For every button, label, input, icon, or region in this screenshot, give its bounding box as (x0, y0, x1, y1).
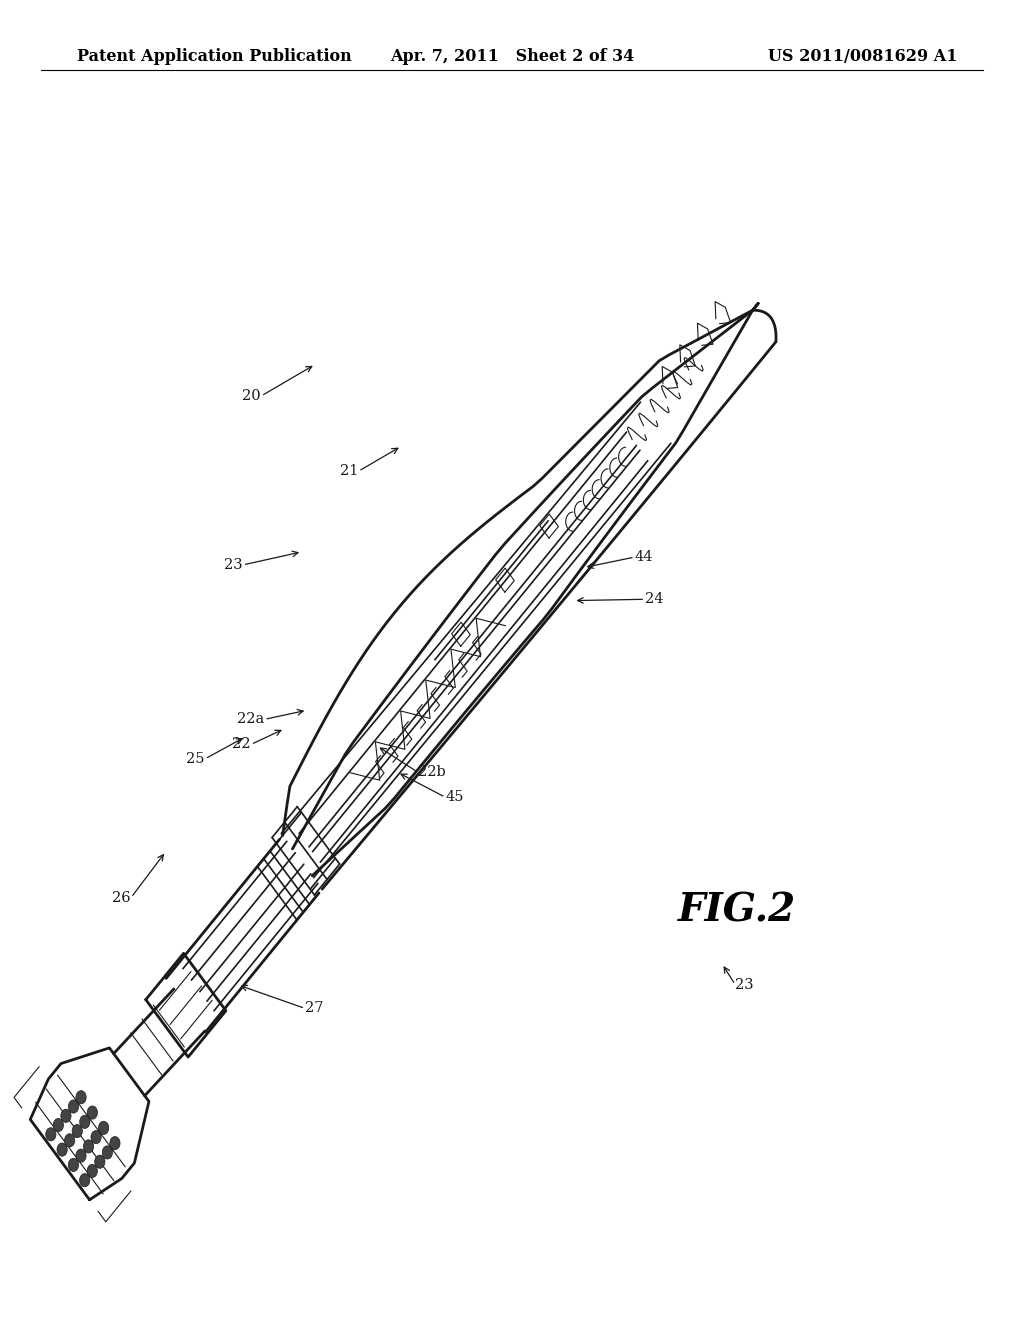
Text: 23: 23 (224, 558, 243, 572)
Text: 22: 22 (232, 738, 251, 751)
Circle shape (91, 1130, 101, 1143)
Text: 22a: 22a (237, 713, 264, 726)
Circle shape (94, 1155, 104, 1168)
Circle shape (98, 1121, 109, 1134)
Circle shape (72, 1125, 82, 1138)
Text: 27: 27 (305, 1002, 324, 1015)
Text: 24: 24 (645, 593, 664, 606)
Circle shape (76, 1090, 86, 1104)
Text: 45: 45 (445, 791, 464, 804)
Text: 25: 25 (186, 752, 205, 766)
Text: 21: 21 (340, 465, 358, 478)
Circle shape (46, 1127, 56, 1140)
Text: 23: 23 (735, 978, 754, 991)
Circle shape (69, 1159, 79, 1172)
Circle shape (65, 1134, 75, 1147)
Text: US 2011/0081629 A1: US 2011/0081629 A1 (768, 49, 957, 65)
Text: 44: 44 (635, 550, 653, 564)
Text: 26: 26 (113, 891, 131, 904)
Circle shape (110, 1137, 120, 1150)
Circle shape (87, 1164, 97, 1177)
Circle shape (76, 1148, 86, 1162)
Text: 20: 20 (243, 389, 261, 403)
Circle shape (53, 1118, 63, 1131)
Text: FIG.2: FIG.2 (678, 892, 797, 929)
Circle shape (87, 1106, 97, 1119)
Text: Patent Application Publication: Patent Application Publication (77, 49, 351, 65)
Text: Apr. 7, 2011   Sheet 2 of 34: Apr. 7, 2011 Sheet 2 of 34 (390, 49, 634, 65)
Circle shape (69, 1100, 79, 1113)
Circle shape (102, 1146, 113, 1159)
Text: 22b: 22b (418, 766, 445, 779)
Circle shape (80, 1173, 90, 1187)
Circle shape (57, 1143, 68, 1156)
Circle shape (80, 1115, 90, 1129)
Circle shape (60, 1109, 71, 1122)
Circle shape (83, 1139, 93, 1152)
